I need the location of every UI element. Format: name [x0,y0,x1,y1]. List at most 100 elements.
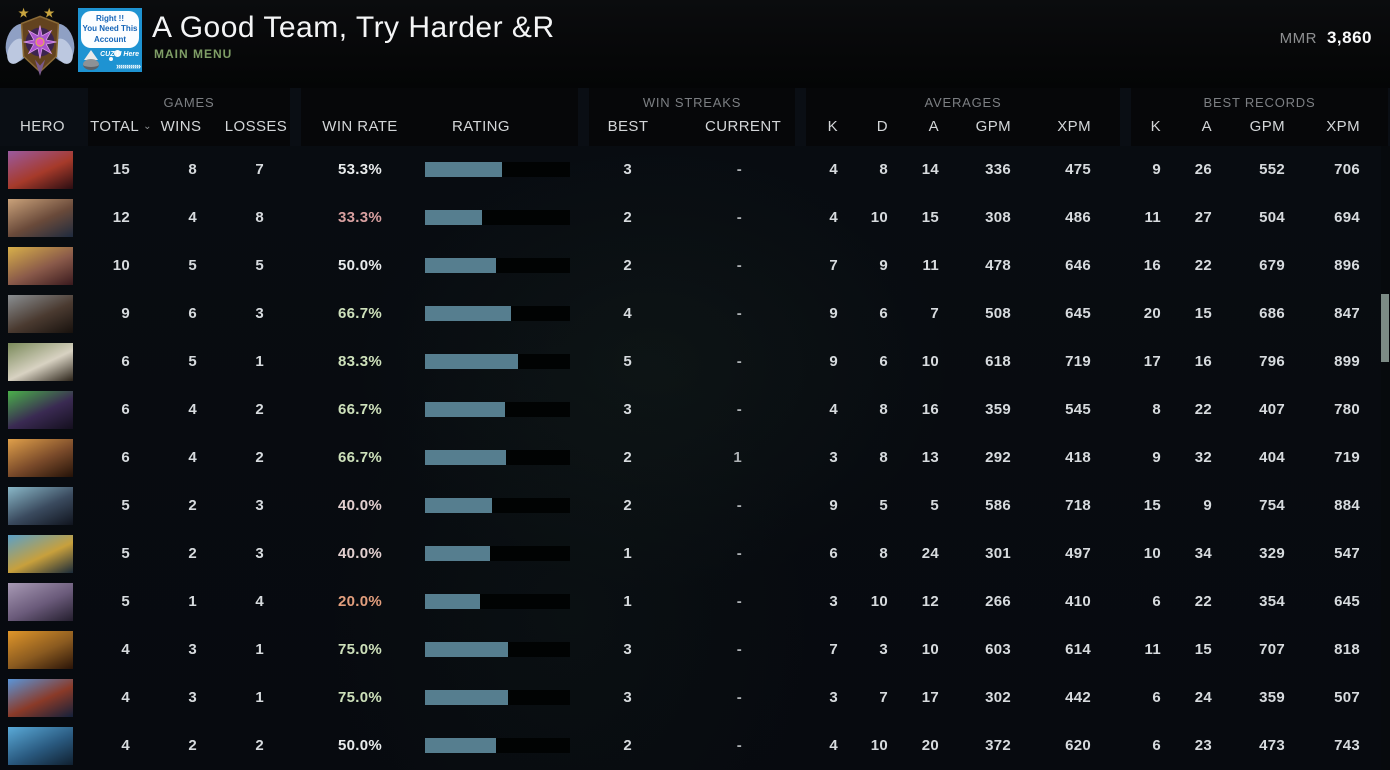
best-assists-value: 22 [1194,401,1212,418]
rating-bar [425,642,570,657]
table-header: GAMES WIN STREAKS AVERAGES BEST RECORDS … [0,88,1390,146]
table-row[interactable]: 5 2 3 40.0% 2 - 9 5 5 586 718 15 9 754 8… [0,482,1390,530]
rating-bar [425,738,570,753]
hero-portrait[interactable] [8,391,73,429]
avg-xpm-value: 719 [1065,353,1091,370]
hero-portrait[interactable] [8,583,73,621]
hero-portrait[interactable] [8,247,73,285]
streak-current-value: - [736,641,742,658]
column-header-total[interactable]: TOTAL ⌄ [90,118,152,135]
best-kills-value: 17 [1143,353,1161,370]
wins-value: 4 [188,449,197,466]
win-rate-value: 53.3% [337,161,382,178]
table-row[interactable]: 9 6 3 66.7% 4 - 9 6 7 508 645 20 15 686 … [0,290,1390,338]
avg-assists-value: 12 [921,593,939,610]
column-header-hero[interactable]: HERO [20,118,65,135]
mmr-value: 3,860 [1326,28,1372,47]
avg-kills-value: 4 [829,209,838,226]
streak-current-value: - [736,257,742,274]
win-rate-value: 66.7% [337,305,382,322]
sort-chevron-icon: ⌄ [143,121,152,132]
best-gpm-value: 707 [1259,641,1285,658]
rating-bar-fill [425,402,505,417]
hero-portrait[interactable] [8,631,73,669]
rating-bar [425,450,570,465]
column-header-streak-best[interactable]: BEST [607,118,649,135]
column-header-avg-a[interactable]: A [928,118,939,135]
total-games-value: 5 [121,497,130,514]
best-xpm-value: 719 [1334,449,1360,466]
svg-text:★: ★ [43,5,55,20]
hero-portrait[interactable] [8,295,73,333]
avg-assists-value: 17 [921,689,939,706]
best-gpm-value: 504 [1259,209,1285,226]
win-rate-value: 50.0% [337,257,382,274]
table-row[interactable]: 5 1 4 20.0% 1 - 3 10 12 266 410 6 22 354… [0,578,1390,626]
column-header-rating[interactable]: RATING [452,118,510,135]
total-games-value: 4 [121,737,130,754]
total-games-value: 4 [121,689,130,706]
avg-kills-value: 7 [829,257,838,274]
hero-portrait[interactable] [8,535,73,573]
win-rate-value: 66.7% [337,449,382,466]
rating-bar-fill [425,258,496,273]
main-menu-label[interactable]: MAIN MENU [154,47,233,61]
hero-portrait[interactable] [8,679,73,717]
column-header-losses[interactable]: LOSSES [224,118,288,135]
table-row[interactable]: 15 8 7 53.3% 3 - 4 8 14 336 475 9 26 552… [0,146,1390,194]
table-row[interactable]: 5 2 3 40.0% 1 - 6 8 24 301 497 10 34 329… [0,530,1390,578]
table-row[interactable]: 12 4 8 33.3% 2 - 4 10 15 308 486 11 27 5… [0,194,1390,242]
table-row[interactable]: 4 3 1 75.0% 3 - 7 3 10 603 614 11 15 707… [0,626,1390,674]
streak-current-value: - [736,593,742,610]
column-header-best-a[interactable]: A [1201,118,1212,135]
best-xpm-value: 896 [1334,257,1360,274]
best-gpm-value: 407 [1259,401,1285,418]
streak-best-value: 5 [623,353,632,370]
scrollbar-thumb[interactable] [1381,294,1389,362]
wins-value: 8 [188,161,197,178]
rating-bar [425,690,570,705]
total-games-value: 10 [112,257,130,274]
avg-xpm-value: 410 [1065,593,1091,610]
streak-best-value: 2 [623,449,632,466]
column-header-streak-current[interactable]: CURRENT [705,118,782,135]
avg-gpm-value: 266 [985,593,1011,610]
column-header-best-k[interactable]: K [1150,118,1161,135]
hero-portrait[interactable] [8,151,73,189]
hero-portrait[interactable] [8,343,73,381]
streak-current-value: - [736,209,742,226]
hero-portrait[interactable] [8,487,73,525]
column-header-wins[interactable]: WINS [160,118,202,135]
scrollbar-track[interactable] [1381,146,1390,770]
total-games-value: 6 [121,449,130,466]
wins-value: 5 [188,353,197,370]
table-row[interactable]: 6 4 2 66.7% 3 - 4 8 16 359 545 8 22 407 … [0,386,1390,434]
column-header-best-xpm[interactable]: XPM [1326,118,1360,135]
hero-portrait[interactable] [8,439,73,477]
hero-portrait[interactable] [8,727,73,765]
column-header-best-gpm[interactable]: GPM [1249,118,1285,135]
best-gpm-value: 329 [1259,545,1285,562]
wins-value: 4 [188,209,197,226]
streak-best-value: 3 [623,161,632,178]
rating-bar [425,162,570,177]
streak-current-value: - [736,545,742,562]
column-header-avg-d[interactable]: D [876,118,888,135]
rating-bar-fill [425,354,518,369]
table-row[interactable]: 4 3 1 75.0% 3 - 3 7 17 302 442 6 24 359 … [0,674,1390,722]
losses-value: 5 [255,257,264,274]
streak-best-value: 3 [623,689,632,706]
table-row[interactable]: 10 5 5 50.0% 2 - 7 9 11 478 646 16 22 67… [0,242,1390,290]
table-row[interactable]: 4 2 2 50.0% 2 - 4 10 20 372 620 6 23 473… [0,722,1390,770]
column-header-avg-k[interactable]: K [827,118,838,135]
column-header-avg-xpm[interactable]: XPM [1057,118,1091,135]
column-header-avg-gpm[interactable]: GPM [975,118,1011,135]
table-row[interactable]: 6 5 1 83.3% 5 - 9 6 10 618 719 17 16 796… [0,338,1390,386]
best-assists-value: 24 [1194,689,1212,706]
table-row[interactable]: 6 4 2 66.7% 2 1 3 8 13 292 418 9 32 404 … [0,434,1390,482]
player-avatar[interactable]: Right !! You Need This Account CUZ U Her… [78,8,142,72]
rating-bar [425,594,570,609]
column-header-win-rate[interactable]: WIN RATE [322,118,398,135]
hero-portrait[interactable] [8,199,73,237]
avg-gpm-value: 302 [985,689,1011,706]
